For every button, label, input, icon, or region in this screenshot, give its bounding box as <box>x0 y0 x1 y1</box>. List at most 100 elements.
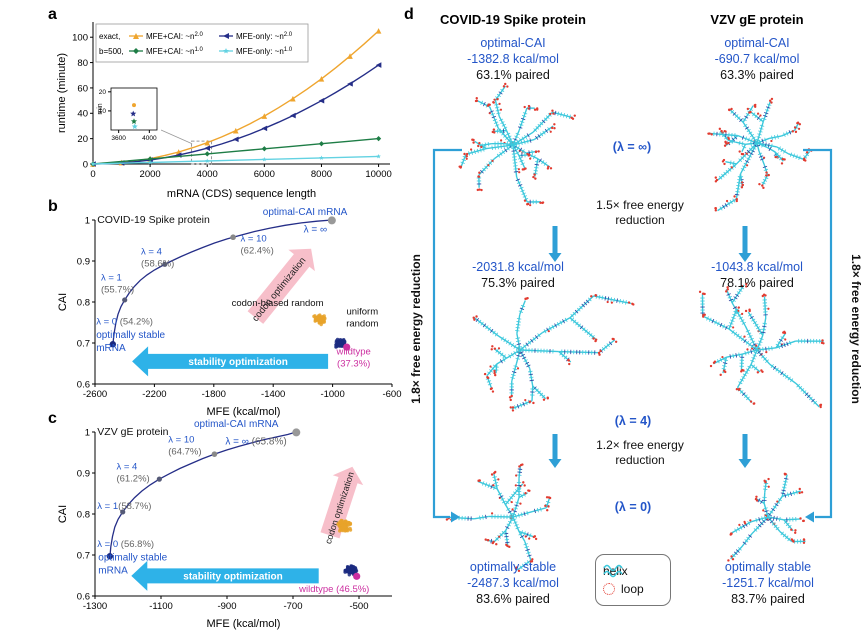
svg-text:stability optimization: stability optimization <box>183 571 282 582</box>
svg-text:0.9: 0.9 <box>77 468 90 479</box>
svg-text:80: 80 <box>77 58 88 69</box>
svg-text:wildtype(37.3%): wildtype (37.3%) <box>336 346 371 369</box>
vzv-top-paired: 63.3% paired <box>720 68 794 82</box>
svg-text:MFE+CAI: ~n1.0: MFE+CAI: ~n1.0 <box>146 47 203 56</box>
svg-text:stability optimization: stability optimization <box>188 357 287 368</box>
reduction-1-line2: reduction <box>615 213 665 227</box>
panel-d: d COVID-19 Spike protein VZV gE protein … <box>400 0 865 634</box>
svg-text:0: 0 <box>83 159 88 170</box>
panel-b-covid-chart: -2600 -2200 -1800 -1400 -1000 -600 0.6 0.7 0.8 0.… <box>57 207 402 418</box>
svg-text:4000: 4000 <box>142 135 157 142</box>
svg-text:20: 20 <box>99 89 107 96</box>
vzv-bottom-energy: -1251.7 kcal/mol <box>722 576 814 590</box>
helix-icon <box>603 564 623 578</box>
svg-text:-500: -500 <box>349 601 368 612</box>
svg-text:λ = 4(61.2%): λ = 4 (61.2%) <box>116 462 149 485</box>
svg-text:1: 1 <box>85 427 90 438</box>
svg-text:-900: -900 <box>217 601 236 612</box>
svg-text:λ = ∞: λ = ∞ <box>304 225 328 236</box>
covid-top-paired: 63.1% paired <box>476 68 550 82</box>
svg-text:λ = 0 (56.8%): λ = 0 (56.8%) <box>97 539 154 550</box>
lambda-infinity-label: (λ = ∞) <box>612 140 652 154</box>
panel-c-vzv-chart: -1300 -1100 -900 -700 -500 0.6 0.7 0.8 0.9 1 MFE (… <box>57 419 392 630</box>
svg-text:-1400: -1400 <box>261 389 285 400</box>
panel-a-label: a <box>48 6 57 23</box>
svg-text:MFE-only: ~n2.0: MFE-only: ~n2.0 <box>236 32 293 41</box>
svg-text:3600: 3600 <box>111 135 126 142</box>
svg-text:CAI: CAI <box>57 505 69 523</box>
svg-text:-1000: -1000 <box>320 389 344 400</box>
svg-text:-1100: -1100 <box>149 601 173 612</box>
vzv-bottom-name: optimally stable <box>724 560 812 574</box>
svg-text:MFE+CAI: ~n2.0: MFE+CAI: ~n2.0 <box>146 32 203 41</box>
svg-text:0.7: 0.7 <box>77 550 90 561</box>
svg-text:40: 40 <box>77 109 88 120</box>
svg-text:0.6: 0.6 <box>77 591 90 602</box>
svg-text:λ = 0 (54.2%): λ = 0 (54.2%) <box>96 317 153 328</box>
vzv-bottom-paired: 83.7% paired <box>731 592 805 606</box>
rna-structures-art <box>432 82 833 573</box>
structure-legend: helix loop <box>595 554 671 606</box>
svg-text:-600: -600 <box>382 389 401 400</box>
svg-text:20: 20 <box>77 134 88 145</box>
svg-text:MFE (kcal/mol): MFE (kcal/mol) <box>207 406 281 418</box>
svg-text:CAI: CAI <box>57 293 69 311</box>
vzv-top-name: optimal-CAI <box>724 36 790 50</box>
svg-text:λ = ∞ (65.8%): λ = ∞ (65.8%) <box>225 437 286 448</box>
svg-text:optimal-CAI mRNA: optimal-CAI mRNA <box>263 207 348 218</box>
svg-text:8000: 8000 <box>311 169 332 180</box>
legend-loop-row: loop <box>603 582 663 596</box>
svg-text:λ = 4(58.6%): λ = 4 (58.6%) <box>141 246 174 269</box>
legend-loop-label: loop <box>621 582 644 596</box>
svg-text:0: 0 <box>90 169 95 180</box>
svg-text:-1300: -1300 <box>83 601 107 612</box>
svg-text:6000: 6000 <box>254 169 275 180</box>
svg-text:100: 100 <box>72 33 88 44</box>
svg-text:4000: 4000 <box>197 169 218 180</box>
right-reduction-side-text: 1.8× free energy reduction <box>849 254 863 404</box>
covid-bottom-paired: 83.6% paired <box>476 592 550 606</box>
reduction-2-line1: 1.2× free energy <box>596 438 684 452</box>
vzv-top-energy: -690.7 kcal/mol <box>714 52 800 66</box>
covid-top-name: optimal-CAI <box>480 36 546 50</box>
svg-text:10000: 10000 <box>365 169 391 180</box>
svg-text:mRNA (CDS) sequence length: mRNA (CDS) sequence length <box>167 188 316 200</box>
panel-a-runtime-chart: 0 2000 4000 6000 8000 10000 0 20 40 60 80 100 mRNA (… <box>56 22 392 200</box>
svg-text:-700: -700 <box>283 601 302 612</box>
svg-text:VZV gE protein: VZV gE protein <box>97 426 168 438</box>
svg-text:COVID-19 Spike protein: COVID-19 Spike protein <box>97 214 210 226</box>
covid-bottom-name: optimally stable <box>469 560 557 574</box>
reduction-1-line1: 1.5× free energy <box>596 198 684 212</box>
covid-bottom-energy: -2487.3 kcal/mol <box>467 576 559 590</box>
svg-text:0.8: 0.8 <box>77 297 90 308</box>
panel-b-label: b <box>48 198 58 215</box>
svg-text:codon optimization: codon optimization <box>250 255 308 324</box>
svg-text:wildtype (46.5%): wildtype (46.5%) <box>298 584 369 595</box>
legend-helix-row: helix <box>603 564 663 578</box>
svg-text:λ = 10(62.4%): λ = 10 (62.4%) <box>241 234 274 257</box>
svg-text:10: 10 <box>99 108 107 115</box>
svg-text:exact,: exact, <box>99 32 120 41</box>
svg-text:MFE-only: ~n1.0: MFE-only: ~n1.0 <box>236 47 293 56</box>
svg-text:0.8: 0.8 <box>77 509 90 520</box>
svg-text:b=500,: b=500, <box>99 47 124 56</box>
svg-text:0.6: 0.6 <box>77 379 90 390</box>
reduction-2-line2: reduction <box>615 453 665 467</box>
svg-text:1: 1 <box>85 215 90 226</box>
loop-icon <box>603 583 615 595</box>
svg-text:codon-biased random: codon-biased random <box>232 298 324 309</box>
vzv-mid-paired: 78.1% paired <box>720 276 794 290</box>
svg-text:MFE (kcal/mol): MFE (kcal/mol) <box>207 618 281 630</box>
svg-text:runtime (minute): runtime (minute) <box>56 53 68 133</box>
svg-text:0.7: 0.7 <box>77 338 90 349</box>
covid-mid-paired: 75.3% paired <box>481 276 555 290</box>
svg-text:min: min <box>97 103 104 114</box>
panel-c-label: c <box>48 410 57 427</box>
lambda-4-label: (λ = 4) <box>614 414 652 428</box>
svg-text:60: 60 <box>77 83 88 94</box>
covid-mid-energy: -2031.8 kcal/mol <box>472 260 564 274</box>
covid-column-title: COVID-19 Spike protein <box>440 12 586 27</box>
